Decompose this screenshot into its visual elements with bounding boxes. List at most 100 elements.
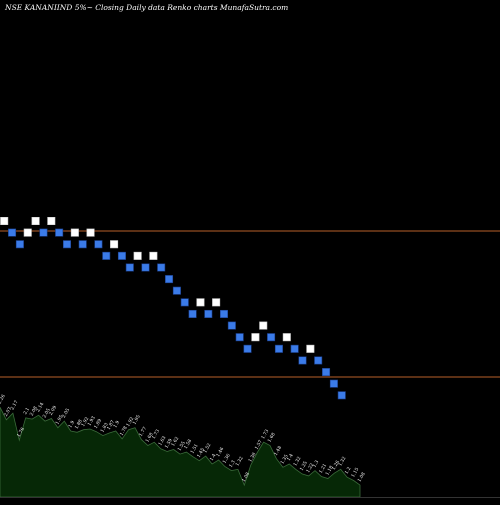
- volume-label: 1.57: [254, 439, 264, 451]
- volume-label: 1.2: [344, 466, 353, 475]
- volume-label: 1.36: [222, 453, 232, 465]
- volume-label: 1.63: [157, 435, 167, 447]
- volume-area-fill: [0, 407, 361, 498]
- renko-brick-down: [314, 356, 323, 365]
- volume-label: 1.92: [80, 416, 90, 428]
- renko-brick-up: [251, 333, 260, 342]
- volume-label: 1.45: [196, 447, 206, 459]
- renko-brick-down: [188, 309, 197, 318]
- renko-brick-down: [235, 333, 244, 342]
- chart-title: NSE KANANIIND 5%~ Closing Daily data Ren…: [4, 3, 288, 12]
- volume-label: 1.83: [99, 422, 109, 434]
- renko-brick-down: [8, 228, 17, 237]
- volume-label: 1.52: [202, 442, 212, 454]
- renko-brick-down: [172, 286, 181, 295]
- volume-label: 1.93: [87, 415, 97, 427]
- volume-label: 1.35: [279, 454, 289, 466]
- renko-brick-down: [125, 263, 134, 272]
- volume-label: 1.89: [93, 418, 103, 430]
- volume-label: 1.88: [74, 419, 84, 431]
- volume-label: 1.58: [183, 438, 193, 450]
- renko-brick-down: [243, 344, 252, 353]
- volume-label: 1.73: [151, 428, 161, 440]
- volume-label: 1.25: [299, 460, 309, 472]
- volume-label: 2.05: [61, 407, 71, 419]
- volume-label: 2.09: [48, 405, 58, 417]
- renko-brick-up: [0, 217, 9, 226]
- volume-label: 1.48: [273, 445, 283, 457]
- volume-label: 1.4: [209, 453, 218, 462]
- volume-label: 1.4: [286, 453, 295, 462]
- renko-brick-up: [133, 251, 142, 260]
- volume-label: 1.18: [324, 465, 334, 477]
- renko-brick-up: [149, 251, 158, 260]
- volume-label: 1.9: [112, 420, 121, 429]
- renko-brick-down: [165, 275, 174, 284]
- renko-brick-down: [180, 298, 189, 307]
- renko-brick-up: [259, 321, 268, 330]
- renko-brick-down: [329, 379, 338, 388]
- volume-label: 1.92: [125, 416, 135, 428]
- volume-label: 1.62: [170, 436, 180, 448]
- volume-label: 1.73: [260, 428, 270, 440]
- renko-brick-down: [337, 391, 346, 400]
- renko-brick-up: [70, 228, 79, 237]
- renko-brick-up: [86, 228, 95, 237]
- volume-label: 1.95: [54, 414, 64, 426]
- renko-brick-down: [227, 321, 236, 330]
- volume-label: 2.17: [9, 399, 19, 411]
- renko-brick-up: [282, 333, 291, 342]
- renko-brick-up: [196, 298, 205, 307]
- renko-brick-up: [306, 344, 315, 353]
- renko-brick-up: [23, 228, 32, 237]
- renko-brick-down: [94, 240, 103, 249]
- renko-brick-up: [110, 240, 119, 249]
- renko-brick-down: [117, 251, 126, 260]
- renko-brick-down: [322, 368, 331, 377]
- volume-label: 1.15: [350, 467, 360, 479]
- renko-brick-down: [274, 344, 283, 353]
- volume-label: 1.87: [106, 419, 116, 431]
- renko-brick-down: [78, 240, 87, 249]
- renko-brick-down: [55, 228, 64, 237]
- volume-label: 1.32: [234, 456, 244, 468]
- renko-brick-down: [157, 263, 166, 272]
- volume-label: 1.78: [119, 425, 129, 437]
- volume-label: 2.07: [3, 406, 13, 418]
- volume-area: 2.262.072.171.762.12.082.142.052.091.952…: [0, 393, 500, 498]
- renko-brick-down: [220, 309, 229, 318]
- volume-label: 2.1: [22, 406, 31, 415]
- renko-brick-up: [47, 217, 56, 226]
- volume-label: 1.76: [16, 426, 26, 438]
- volume-label: 1.59: [164, 438, 174, 450]
- volume-label: 1.38: [247, 452, 257, 464]
- volume-label: 2.08: [29, 405, 39, 417]
- volume-label: 1.51: [189, 443, 199, 455]
- renko-brick-down: [62, 240, 71, 249]
- volume-label: 1.77: [138, 426, 148, 438]
- volume-label: 1.22: [305, 462, 315, 474]
- renko-brick-up: [212, 298, 221, 307]
- renko-bricks: [0, 217, 346, 400]
- volume-label: 1.32: [337, 456, 347, 468]
- volume-label: 2.05: [42, 407, 52, 419]
- renko-brick-up: [31, 217, 40, 226]
- volume-label: 1.32: [292, 456, 302, 468]
- volume-label: 1.21: [318, 463, 328, 475]
- renko-brick-down: [141, 263, 150, 272]
- renko-brick-down: [15, 240, 24, 249]
- renko-brick-down: [102, 251, 111, 260]
- volume-label: 1.68: [144, 432, 154, 444]
- volume-label: 1.08: [241, 471, 251, 483]
- renko-brick-down: [267, 333, 276, 342]
- volume-label: 1.55: [177, 440, 187, 452]
- reference-lines: [0, 230, 500, 378]
- volume-label: 1.9: [67, 420, 76, 429]
- volume-label: 2.26: [0, 393, 7, 405]
- volume-label: 2.14: [35, 401, 45, 413]
- renko-brick-down: [290, 344, 299, 353]
- renko-brick-down: [204, 309, 213, 318]
